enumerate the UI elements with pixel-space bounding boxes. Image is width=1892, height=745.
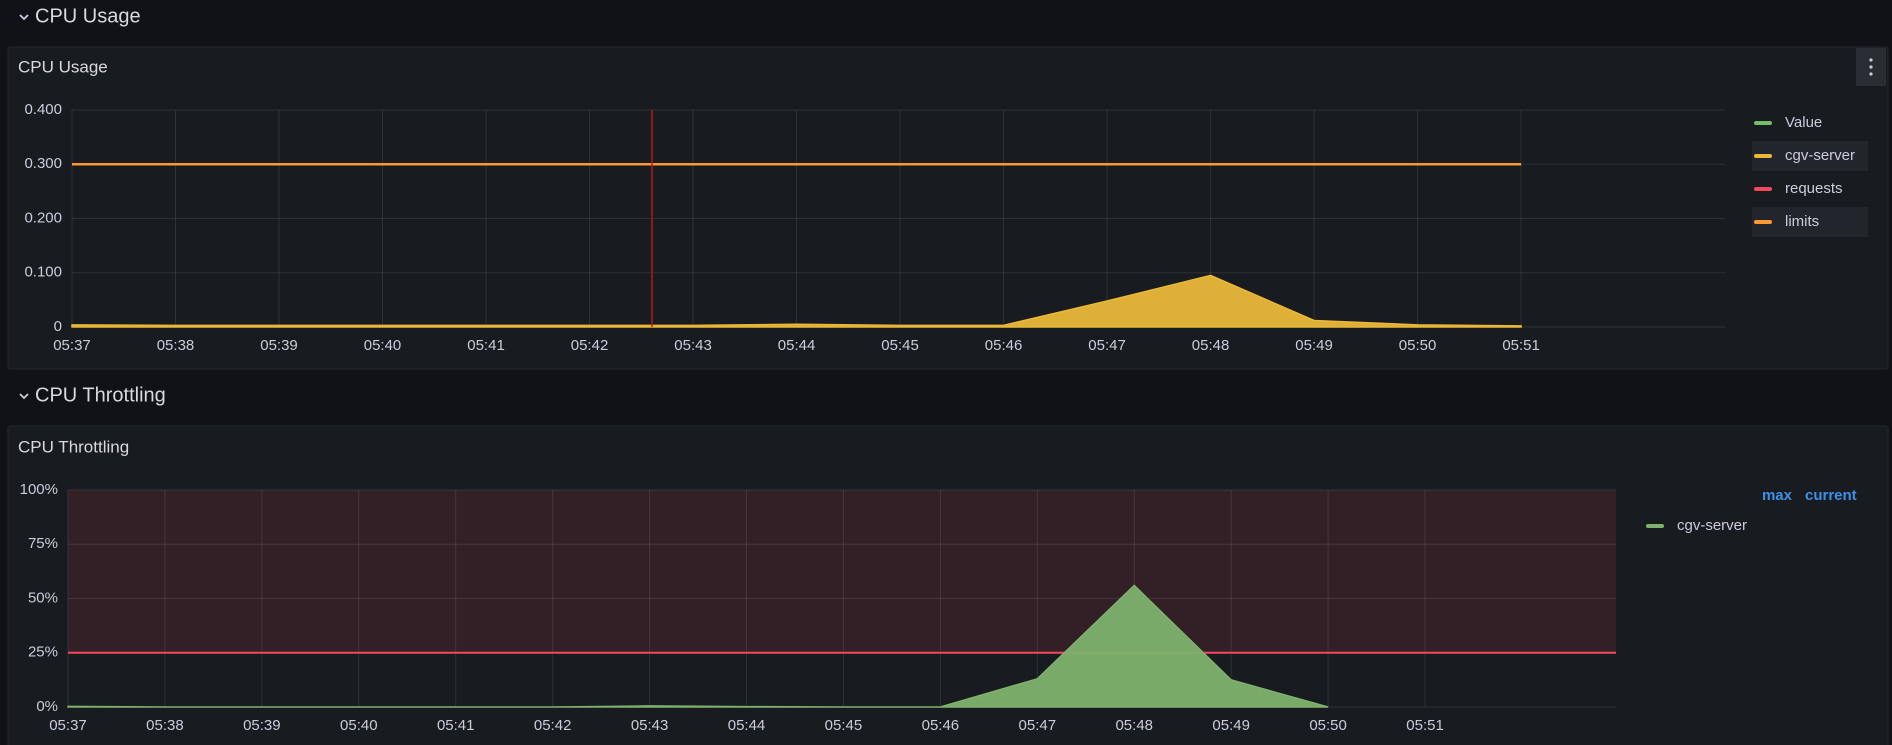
x-tick-label: 05:37 bbox=[49, 717, 87, 734]
x-tick-label: 05:38 bbox=[157, 337, 195, 354]
x-tick-label: 05:44 bbox=[778, 337, 816, 354]
x-tick-label: 05:45 bbox=[825, 717, 863, 734]
row-chevron[interactable] bbox=[19, 393, 29, 400]
x-tick-label: 05:47 bbox=[1088, 337, 1126, 354]
x-tick-label: 05:43 bbox=[674, 337, 712, 354]
legend-label: cgv-server bbox=[1677, 517, 1747, 534]
x-tick-label: 05:39 bbox=[243, 717, 281, 734]
area bbox=[67, 584, 1329, 708]
x-tick-label: 05:41 bbox=[437, 717, 475, 734]
legend-label: cgv-server bbox=[1785, 147, 1855, 164]
x-tick-label: 05:47 bbox=[1019, 717, 1057, 734]
row-chevron[interactable] bbox=[19, 14, 29, 21]
legend-column-header: current bbox=[1805, 487, 1857, 504]
x-tick-label: 05:40 bbox=[340, 717, 378, 734]
panel-title: CPU Throttling bbox=[18, 437, 129, 456]
x-tick-label: 05:48 bbox=[1192, 337, 1230, 354]
menu-dot bbox=[1869, 65, 1873, 69]
x-tick-label: 05:42 bbox=[571, 337, 609, 354]
legend-label: requests bbox=[1785, 180, 1843, 197]
y-tick-label: 75% bbox=[28, 535, 58, 552]
x-tick-label: 05:38 bbox=[146, 717, 184, 734]
y-tick-label: 50% bbox=[28, 589, 58, 606]
x-tick-label: 05:46 bbox=[922, 717, 960, 734]
menu-dot bbox=[1869, 58, 1873, 62]
x-tick-label: 05:45 bbox=[881, 337, 919, 354]
legend-label: Value bbox=[1785, 114, 1822, 131]
x-tick-label: 05:50 bbox=[1399, 337, 1437, 354]
x-tick-label: 05:48 bbox=[1115, 717, 1153, 734]
legend-column-header: max bbox=[1762, 487, 1793, 504]
y-tick-label: 0.400 bbox=[24, 101, 62, 118]
x-tick-label: 05:39 bbox=[260, 337, 298, 354]
x-tick-label: 05:43 bbox=[631, 717, 669, 734]
x-tick-label: 05:51 bbox=[1502, 337, 1540, 354]
y-tick-label: 25% bbox=[28, 644, 58, 661]
y-tick-label: 0 bbox=[54, 318, 62, 335]
y-tick-label: 0.300 bbox=[24, 155, 62, 172]
threshold-region bbox=[68, 490, 1616, 653]
y-tick-label: 0.200 bbox=[24, 209, 62, 226]
x-tick-label: 05:42 bbox=[534, 717, 572, 734]
y-tick-label: 0% bbox=[36, 698, 58, 715]
row-title[interactable]: CPU Throttling bbox=[35, 384, 166, 406]
legend-label: limits bbox=[1785, 213, 1819, 230]
area bbox=[71, 274, 1522, 328]
x-tick-label: 05:41 bbox=[467, 337, 505, 354]
x-tick-label: 05:51 bbox=[1406, 717, 1444, 734]
x-tick-label: 05:40 bbox=[364, 337, 402, 354]
x-tick-label: 05:44 bbox=[728, 717, 766, 734]
x-tick-label: 05:37 bbox=[53, 337, 91, 354]
panel-title: CPU Usage bbox=[18, 57, 108, 76]
x-tick-label: 05:49 bbox=[1295, 337, 1333, 354]
menu-dot bbox=[1869, 72, 1873, 76]
row-title[interactable]: CPU Usage bbox=[35, 5, 141, 27]
y-tick-label: 100% bbox=[20, 481, 58, 498]
y-tick-label: 0.100 bbox=[24, 264, 62, 281]
x-tick-label: 05:50 bbox=[1309, 717, 1347, 734]
x-tick-label: 05:49 bbox=[1212, 717, 1250, 734]
panel bbox=[7, 425, 1889, 745]
panel bbox=[7, 46, 1889, 370]
x-tick-label: 05:46 bbox=[985, 337, 1023, 354]
